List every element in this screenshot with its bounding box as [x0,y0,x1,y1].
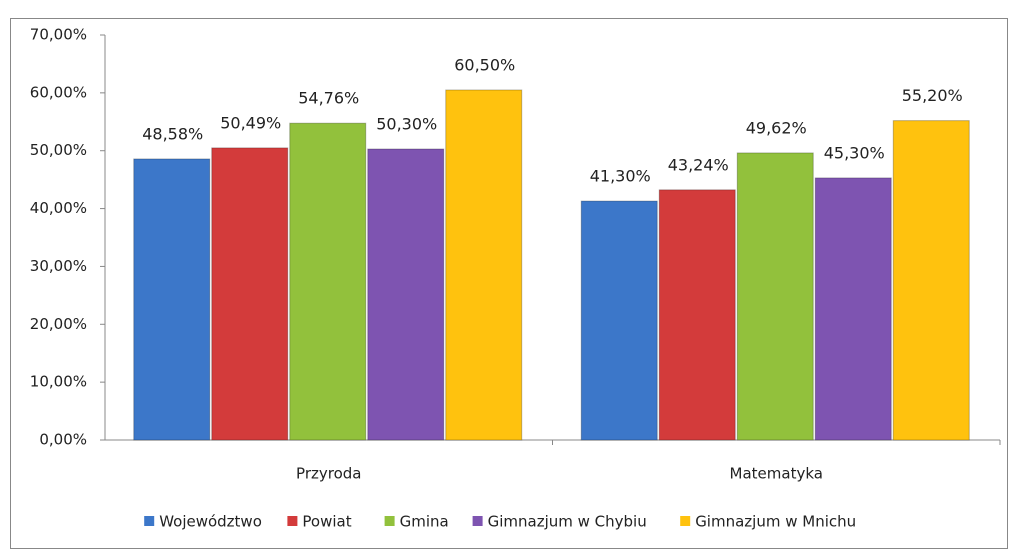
y-tick-label: 40,00% [30,199,87,217]
value-label: 50,49% [220,113,281,132]
value-label: 55,20% [902,86,963,105]
bar [445,89,523,441]
value-label: 41,30% [590,167,651,186]
value-label: 54,76% [298,89,359,108]
y-tick-label: 30,00% [30,257,87,275]
legend-swatch [680,516,691,526]
value-label: 50,30% [376,114,437,133]
y-tick-label: 0,00% [39,431,87,449]
bar [367,148,445,441]
bar [736,152,814,441]
legend-swatch [384,516,395,526]
value-label: 48,58% [142,124,203,143]
legend-label: Powiat [302,513,351,531]
y-tick-label: 50,00% [30,141,87,159]
legend-label: Województwo [159,513,262,531]
legend-label: Gimnazjum w Mnichu [695,513,856,531]
legend-label: Gmina [400,513,449,531]
y-tick-label: 10,00% [30,373,87,391]
bar [289,122,367,441]
legend-swatch [472,516,483,526]
legend-swatch [144,516,155,526]
value-label: 45,30% [824,143,885,162]
x-tick-label: Matematyka [730,465,823,483]
value-label: 49,62% [746,118,807,137]
bar [133,158,211,441]
value-label: 43,24% [668,155,729,174]
bar [814,177,892,441]
bar [580,200,658,441]
y-tick-label: 20,00% [30,315,87,333]
bar [892,120,970,441]
bar [211,147,289,441]
value-label: 60,50% [454,55,515,74]
y-tick-label: 70,00% [30,26,87,44]
bar [658,189,736,441]
legend-label: Gimnazjum w Chybiu [488,513,647,531]
y-tick-label: 60,00% [30,83,87,101]
legend-swatch [287,516,298,526]
x-tick-label: Przyroda [296,465,361,483]
